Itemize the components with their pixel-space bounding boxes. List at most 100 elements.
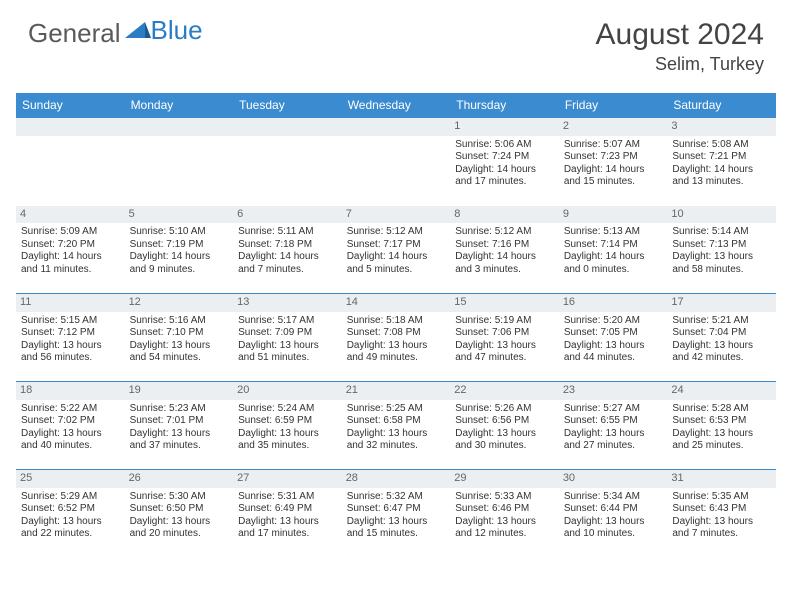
calendar-day-cell: 8Sunrise: 5:12 AMSunset: 7:16 PMDaylight… [450, 206, 559, 294]
calendar-day-cell: 18Sunrise: 5:22 AMSunset: 7:02 PMDayligh… [16, 382, 125, 470]
sunrise-text: Sunrise: 5:20 AM [564, 315, 663, 328]
daylight-text: Daylight: 14 hours and 7 minutes. [238, 251, 337, 276]
sunset-text: Sunset: 6:44 PM [564, 503, 663, 516]
day-number: 17 [667, 294, 776, 312]
day-number: 6 [233, 206, 342, 224]
sunrise-text: Sunrise: 5:11 AM [238, 226, 337, 239]
day-number: 31 [667, 470, 776, 488]
sunset-text: Sunset: 6:58 PM [347, 415, 446, 428]
sunrise-text: Sunrise: 5:24 AM [238, 403, 337, 416]
sunrise-text: Sunrise: 5:10 AM [130, 226, 229, 239]
calendar-week-row: 25Sunrise: 5:29 AMSunset: 6:52 PMDayligh… [16, 470, 776, 558]
daylight-text: Daylight: 13 hours and 10 minutes. [564, 516, 663, 541]
calendar-day-cell: 4Sunrise: 5:09 AMSunset: 7:20 PMDaylight… [16, 206, 125, 294]
daylight-text: Daylight: 13 hours and 12 minutes. [455, 516, 554, 541]
calendar-day-cell: 30Sunrise: 5:34 AMSunset: 6:44 PMDayligh… [559, 470, 668, 558]
day-number: 10 [667, 206, 776, 224]
calendar-week-row: 11 Sunrise: 5:15 AMSunset: 7:12 PM Dayligh… [16, 294, 776, 382]
sunset-text: Sunset: 7:08 PM [347, 327, 446, 340]
day-number: 2 [559, 118, 668, 136]
daylight-text: Daylight: 13 hours and 30 minutes. [455, 428, 554, 453]
day-number: 26 [125, 470, 234, 488]
weekday-header-row: Sunday Monday Tuesday Wednesday Thursday… [16, 93, 776, 118]
day-number: 28 [342, 470, 451, 488]
daylight-text: Daylight: 14 hours and 13 minutes. [672, 164, 771, 189]
sunset-text: Sunset: 7:01 PM [130, 415, 229, 428]
sunrise-text: Sunrise: 5:07 AM [564, 139, 663, 152]
sunset-text: Sunset: 7:17 PM [347, 239, 446, 252]
weekday-header: Saturday [667, 93, 776, 118]
daylight-text: Daylight: 14 hours and 0 minutes. [564, 251, 663, 276]
daylight-text: Daylight: 13 hours and 15 minutes. [347, 516, 446, 541]
daylight-text: Daylight: 13 hours and 44 minutes. [564, 340, 663, 365]
calendar-week-row: 18Sunrise: 5:22 AMSunset: 7:02 PMDayligh… [16, 382, 776, 470]
day-number: 30 [559, 470, 668, 488]
sunrise-text: Sunrise: 5:15 AM [21, 315, 120, 328]
sunset-text: Sunset: 7:12 PM [21, 327, 120, 340]
daylight-text: Daylight: 14 hours and 9 minutes. [130, 251, 229, 276]
brand-part2: Blue [151, 15, 203, 46]
sunset-text: Sunset: 7:24 PM [455, 151, 554, 164]
calendar-day-cell: 17Sunrise: 5:21 AMSunset: 7:04 PMDayligh… [667, 294, 776, 382]
day-number [233, 118, 342, 136]
daylight-text: Daylight: 13 hours and 49 minutes. [347, 340, 446, 365]
sunset-text: Sunset: 7:20 PM [21, 239, 120, 252]
day-number: 13 [233, 294, 342, 312]
sunrise-text: Sunrise: 5:28 AM [672, 403, 771, 416]
calendar-day-cell: 14Sunrise: 5:18 AMSunset: 7:08 PMDayligh… [342, 294, 451, 382]
daylight-text: Daylight: 13 hours and 7 minutes. [672, 516, 771, 541]
day-number: 16 [559, 294, 668, 312]
sunrise-text: Sunrise: 5:31 AM [238, 491, 337, 504]
sunset-text: Sunset: 6:50 PM [130, 503, 229, 516]
weekday-header: Thursday [450, 93, 559, 118]
sunrise-text: Sunrise: 5:22 AM [21, 403, 120, 416]
daylight-text: Daylight: 13 hours and 20 minutes. [130, 516, 229, 541]
sunrise-text: Sunrise: 5:16 AM [130, 315, 229, 328]
daylight-text: Daylight: 13 hours and 42 minutes. [672, 340, 771, 365]
daylight-text: Daylight: 13 hours and 25 minutes. [672, 428, 771, 453]
daylight-text: Daylight: 13 hours and 58 minutes. [672, 251, 771, 276]
sunrise-text: Sunrise: 5:14 AM [672, 226, 771, 239]
sunrise-text: Sunrise: 5:30 AM [130, 491, 229, 504]
sunset-text: Sunset: 6:46 PM [455, 503, 554, 516]
daylight-text: Daylight: 13 hours and 51 minutes. [238, 340, 337, 365]
brand-part1: General [28, 18, 121, 49]
day-number: 15 [450, 294, 559, 312]
sunrise-text: Sunrise: 5:23 AM [130, 403, 229, 416]
sunset-text: Sunset: 7:18 PM [238, 239, 337, 252]
calendar-day-cell: 20Sunrise: 5:24 AMSunset: 6:59 PMDayligh… [233, 382, 342, 470]
day-number: 20 [233, 382, 342, 400]
calendar-week-row: 1Sunrise: 5:06 AMSunset: 7:24 PMDaylight… [16, 118, 776, 206]
sunset-text: Sunset: 6:47 PM [347, 503, 446, 516]
sunrise-text: Sunrise: 5:13 AM [564, 226, 663, 239]
sunrise-text: Sunrise: 5:26 AM [455, 403, 554, 416]
daylight-text: Daylight: 13 hours and 47 minutes. [455, 340, 554, 365]
calendar-day-cell: 2Sunrise: 5:07 AMSunset: 7:23 PMDaylight… [559, 118, 668, 206]
header: General Blue August 2024 Selim, Turkey [0, 0, 792, 83]
day-number [16, 118, 125, 136]
day-number: 11 [16, 294, 125, 312]
daylight-text: Daylight: 13 hours and 32 minutes. [347, 428, 446, 453]
calendar-day-cell: 1Sunrise: 5:06 AMSunset: 7:24 PMDaylight… [450, 118, 559, 206]
calendar-day-cell: 5Sunrise: 5:10 AMSunset: 7:19 PMDaylight… [125, 206, 234, 294]
calendar-day-cell [125, 118, 234, 206]
day-number: 12 [125, 294, 234, 312]
sunrise-text: Sunrise: 5:33 AM [455, 491, 554, 504]
daylight-text: Daylight: 14 hours and 15 minutes. [564, 164, 663, 189]
daylight-text: Daylight: 13 hours and 27 minutes. [564, 428, 663, 453]
sunrise-text: Sunrise: 5:18 AM [347, 315, 446, 328]
day-number: 7 [342, 206, 451, 224]
sunset-text: Sunset: 7:09 PM [238, 327, 337, 340]
calendar-day-cell: 6 Sunrise: 5:11 AMSunset: 7:18 PMDaylight… [233, 206, 342, 294]
brand-logo: General Blue [28, 18, 203, 49]
sunset-text: Sunset: 7:06 PM [455, 327, 554, 340]
weekday-header: Monday [125, 93, 234, 118]
calendar-day-cell: 23Sunrise: 5:27 AMSunset: 6:55 PMDayligh… [559, 382, 668, 470]
sunset-text: Sunset: 7:19 PM [130, 239, 229, 252]
day-number: 9 [559, 206, 668, 224]
daylight-text: Daylight: 13 hours and 37 minutes. [130, 428, 229, 453]
daylight-text: Daylight: 14 hours and 17 minutes. [455, 164, 554, 189]
sunset-text: Sunset: 6:49 PM [238, 503, 337, 516]
calendar-week-row: 4Sunrise: 5:09 AMSunset: 7:20 PMDaylight… [16, 206, 776, 294]
day-number: 21 [342, 382, 451, 400]
